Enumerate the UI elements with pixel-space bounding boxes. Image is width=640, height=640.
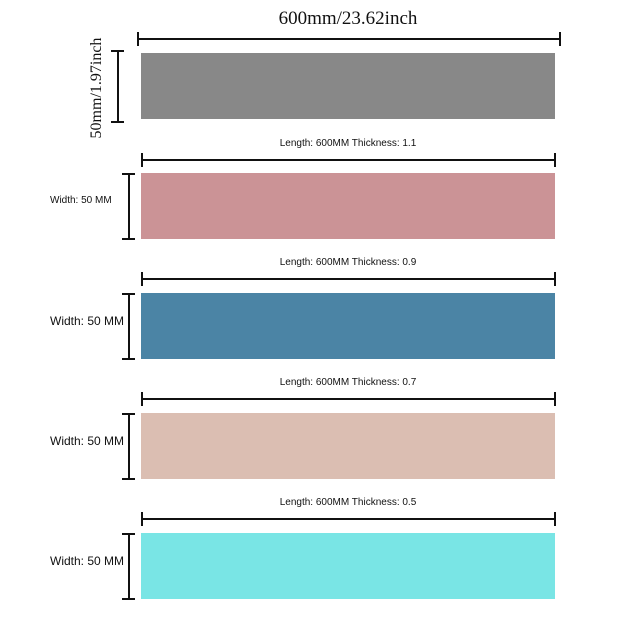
strip-blue-width-tick-top xyxy=(122,293,135,295)
strip-cyan-length-tick-left xyxy=(141,512,143,526)
strip-cyan-width-label: Width: 50 MM xyxy=(50,554,125,568)
strip-blue-width-label: Width: 50 MM xyxy=(50,314,125,328)
width-dimension-tick-bottom xyxy=(111,121,124,123)
strip-blue-width-line xyxy=(128,293,130,359)
length-dimension-tick-left xyxy=(137,32,139,46)
strip-pink-length-tick-left xyxy=(141,153,143,167)
strip-pink-length-tick-right xyxy=(554,153,556,167)
strip-blue-length-line xyxy=(141,278,555,280)
strip-pink-width-tick-top xyxy=(122,173,135,175)
width-dimension-line xyxy=(117,50,119,122)
strip-pink xyxy=(141,173,555,239)
strip-cyan-width-tick-top xyxy=(122,533,135,535)
strip-pink-width-tick-bottom xyxy=(122,238,135,240)
length-dimension-line xyxy=(137,38,561,40)
strip-beige-width-tick-bottom xyxy=(122,478,135,480)
strip-cyan-width-tick-bottom xyxy=(122,598,135,600)
length-dimension-tick-right xyxy=(559,32,561,46)
strip-beige-length-label: Length: 600MM Thickness: 0.7 xyxy=(279,377,417,388)
strip-cyan-width-line xyxy=(128,533,130,599)
strip-beige-width-tick-top xyxy=(122,413,135,415)
strip-beige-length-tick-left xyxy=(141,392,143,406)
width-dimension-label: 50mm/1.97inch xyxy=(88,37,105,139)
width-dimension-tick-top xyxy=(111,50,124,52)
strip-cyan-length-label: Length: 600MM Thickness: 0.5 xyxy=(279,497,417,508)
strip-blue-length-tick-left xyxy=(141,272,143,286)
strip-blue-length-tick-right xyxy=(554,272,556,286)
strip-beige-width-line xyxy=(128,413,130,479)
strip-blue-length-label: Length: 600MM Thickness: 0.9 xyxy=(279,257,417,268)
strip-beige xyxy=(141,413,555,479)
strip-cyan-length-tick-right xyxy=(554,512,556,526)
strip-beige-width-label: Width: 50 MM xyxy=(50,434,125,448)
strip-pink-length-label: Length: 600MM Thickness: 1.1 xyxy=(279,138,417,149)
strip-blue-width-tick-bottom xyxy=(122,358,135,360)
strip-pink-length-line xyxy=(141,159,555,161)
strip-beige-length-line xyxy=(141,398,555,400)
strip-blue xyxy=(141,293,555,359)
length-dimension-label: 600mm/23.62inch xyxy=(278,8,418,29)
strip-pink-width-line xyxy=(128,173,130,239)
strip-gray xyxy=(141,53,555,119)
strip-cyan-length-line xyxy=(141,518,555,520)
strip-beige-length-tick-right xyxy=(554,392,556,406)
strip-pink-width-label: Width: 50 MM xyxy=(50,195,112,206)
strip-cyan xyxy=(141,533,555,599)
